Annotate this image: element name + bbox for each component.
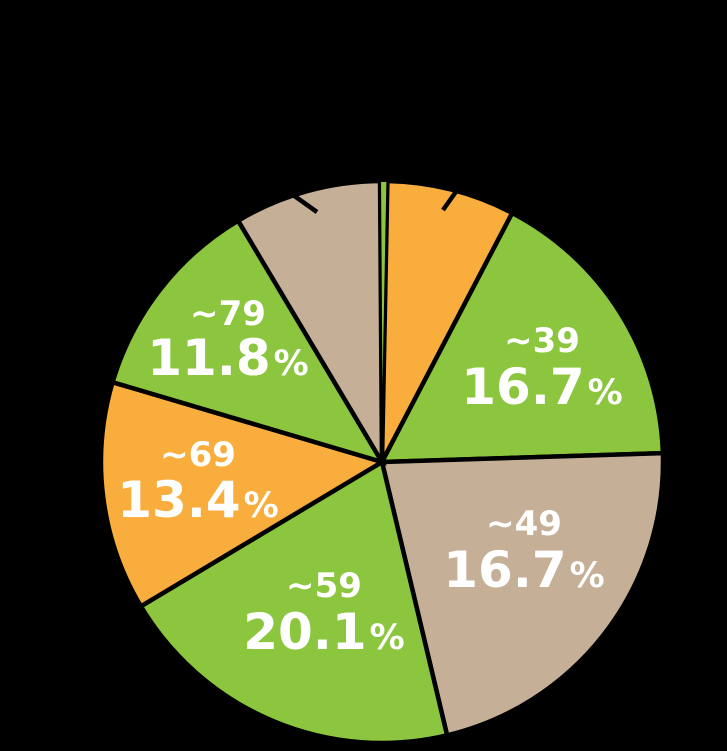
pie-slice-small-green-sliver (379, 180, 389, 463)
leader-line-small-tan (277, 183, 319, 214)
slice-label-age-to-39-pct-suffix: % (588, 373, 623, 413)
pie-slice-small-tan (235, 178, 385, 471)
pie-slice-small-orange (379, 178, 516, 464)
slice-label-age-to-59-range: ∼59 (286, 566, 362, 606)
slice-label-age-to-59-pct-value: 20.1 (243, 603, 366, 661)
pie-slice-age-to-39 (378, 209, 666, 465)
slice-label-age-to-39-pct: 16.7% (461, 358, 622, 416)
slice-label-age-to-69-pct-value: 13.4 (117, 471, 240, 529)
slice-label-age-to-79-pct-suffix: % (274, 344, 309, 384)
slice-label-age-to-59-pct-suffix: % (370, 618, 405, 658)
pie-slice-age-to-49 (379, 450, 666, 739)
slice-label-age-to-79-range: ∼79 (190, 294, 266, 334)
slice-label-age-to-69-range: ∼69 (160, 435, 236, 475)
slice-label-age-to-49-range: ∼49 (486, 504, 562, 544)
slice-label-age-to-39-range: ∼39 (504, 321, 580, 361)
pie-slice-age-to-69 (98, 379, 388, 610)
slice-label-age-to-49-pct-suffix: % (570, 556, 605, 596)
slice-label-age-to-49-pct-value: 16.7 (443, 541, 566, 599)
slice-label-age-to-69-pct-suffix: % (244, 486, 279, 526)
leader-line-small-orange (441, 177, 467, 212)
pie-slice-age-to-59 (137, 458, 450, 746)
slice-label-age-to-79-pct: 11.8% (147, 329, 308, 387)
slice-label-age-to-69-pct: 13.4% (117, 471, 278, 529)
slice-label-age-to-49-pct: 16.7% (443, 541, 604, 599)
slice-label-age-to-39-pct-value: 16.7 (461, 358, 584, 416)
slice-label-age-to-59-pct: 20.1% (243, 603, 404, 661)
slice-label-age-to-79-pct-value: 11.8 (147, 329, 270, 387)
pie-slice-age-to-79 (109, 217, 387, 466)
